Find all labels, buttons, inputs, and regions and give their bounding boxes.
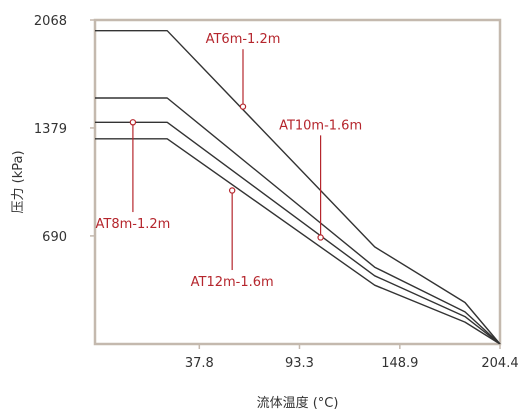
annotation-label: AT12m-1.6m xyxy=(191,275,274,290)
annotation-label: AT8m-1.2m xyxy=(96,217,171,232)
annotation-layer: AT6m-1.2m AT10m-1.6m AT8m-1.2m AT12m-1.6m xyxy=(96,32,363,290)
tick-layer: 37.8 93.3 148.9 204.4 690 1379 2068 xyxy=(34,14,519,371)
x-tick-label: 148.9 xyxy=(381,356,418,371)
x-tick-label: 204.4 xyxy=(481,356,518,371)
annotation-label: AT10m-1.6m xyxy=(279,118,362,133)
annotation-label: AT6m-1.2m xyxy=(206,32,281,47)
series-line-1 xyxy=(95,30,501,345)
series-line-2 xyxy=(95,97,501,345)
annotation-marker xyxy=(239,103,247,110)
y-tick-label: 2068 xyxy=(34,14,67,29)
series-line-3 xyxy=(95,121,501,345)
series-layer xyxy=(95,30,501,345)
x-tick-label: 93.3 xyxy=(285,356,314,371)
y-tick-label: 1379 xyxy=(34,122,67,137)
annotation-marker xyxy=(317,234,324,241)
y-axis-label: 压力 (kPa) xyxy=(11,150,26,213)
y-tick-label: 690 xyxy=(42,230,67,245)
x-axis-label: 流体温度 (°C) xyxy=(257,395,339,411)
annotation-marker xyxy=(129,119,137,126)
plot-frame xyxy=(93,18,502,346)
annotation-marker xyxy=(228,187,236,194)
x-tick-label: 37.8 xyxy=(185,356,214,371)
series-line-4 xyxy=(95,138,501,345)
